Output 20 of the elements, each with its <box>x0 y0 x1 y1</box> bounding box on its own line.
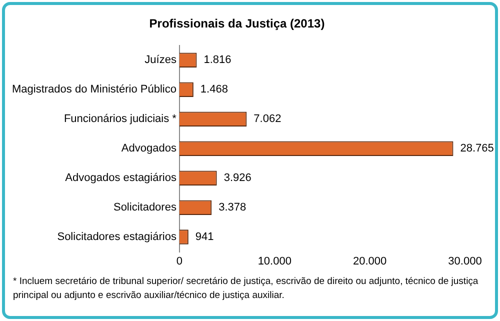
x-tick-label: 20.000 <box>352 255 387 268</box>
y-tick-label: Juízes <box>144 54 177 66</box>
data-label: 3.926 <box>224 172 252 184</box>
data-label: 3.378 <box>218 202 246 214</box>
x-tick-label: 30.000 <box>448 255 482 268</box>
y-tick-label: Funcionários judiciais * <box>64 113 178 126</box>
y-tick-label: Advogados <box>121 142 177 155</box>
y-tick-label: Solicitadores <box>113 202 177 214</box>
data-label: 1.468 <box>200 84 228 96</box>
y-tick-label: Solicitadores estagiários <box>57 231 177 244</box>
chart-title: Profissionais da Justiça (2013) <box>149 16 325 31</box>
data-label: 28.765 <box>460 142 494 155</box>
data-label: 7.062 <box>254 113 282 126</box>
y-tick-label: Magistrados do Ministério Público <box>12 84 176 96</box>
x-tick-label: 10.000 <box>258 255 292 268</box>
text: * Incluem secretário de tribunal superior/ secretário de justiça, escrivão de direito ou adjunto, técnico de justiça principal ou adjunto e escrivão auxiliar/técnico de justiça auxiliar. <box>13 275 480 303</box>
y-tick-label: Advogados estagiários <box>65 172 177 184</box>
x-tick-label: 0 <box>176 255 183 268</box>
data-label: 1.816 <box>204 54 232 66</box>
data-label: 941 <box>195 231 214 244</box>
